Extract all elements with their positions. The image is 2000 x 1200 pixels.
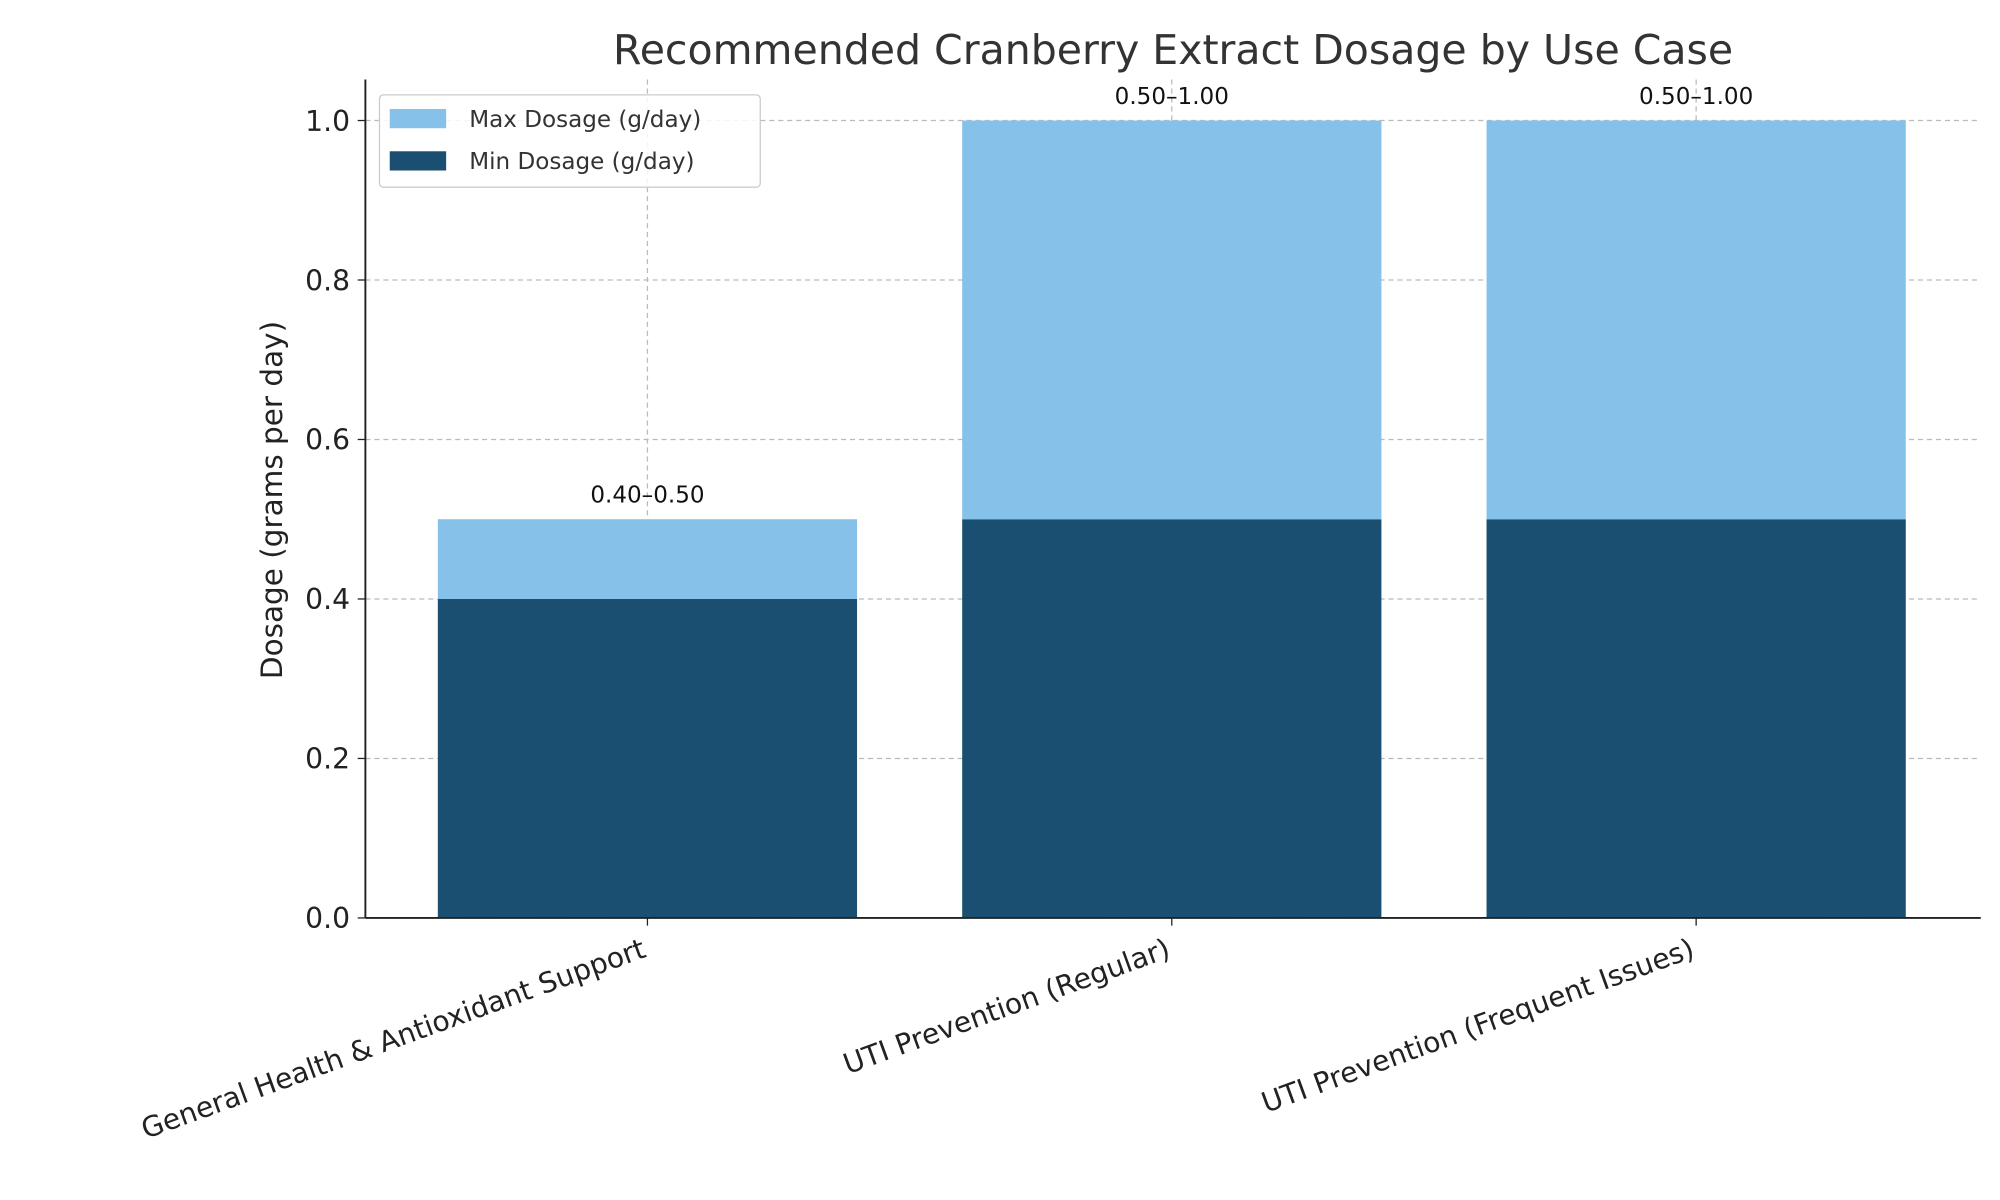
y-axis: 0.0 0.2 0.4 0.6 0.8 1.0 bbox=[305, 79, 367, 935]
bar-max bbox=[1486, 120, 1906, 520]
legend-swatch-min bbox=[389, 151, 447, 171]
x-tick-label: UTI Prevention (Frequent Issues) bbox=[1257, 932, 1698, 1120]
data-label: 0.50–1.00 bbox=[1115, 84, 1229, 110]
data-label: 0.40–0.50 bbox=[590, 483, 704, 509]
y-tick-label: 1.0 bbox=[305, 105, 350, 138]
legend-label-max: Max Dosage (g/day) bbox=[469, 107, 701, 133]
bar-min bbox=[1486, 519, 1906, 918]
bar-min bbox=[437, 598, 858, 918]
data-label: 0.50–1.00 bbox=[1639, 84, 1753, 110]
legend-box bbox=[378, 94, 761, 188]
data-labels: 0.40–0.50 0.50–1.00 0.50–1.00 bbox=[590, 84, 1753, 509]
y-axis-label: Dosage (grams per day) bbox=[255, 321, 289, 679]
y-tick-label: 0.6 bbox=[305, 424, 350, 457]
bars bbox=[437, 120, 1906, 918]
y-tick-label: 0.4 bbox=[305, 583, 350, 616]
x-axis: General Health & Antioxidant Support UTI … bbox=[137, 916, 1981, 1146]
x-tick-label: UTI Prevention (Regular) bbox=[839, 932, 1174, 1081]
y-tick-label: 0.0 bbox=[305, 902, 350, 935]
legend: Max Dosage (g/day) Min Dosage (g/day) bbox=[378, 94, 761, 188]
bar-min bbox=[962, 519, 1382, 918]
legend-swatch-max bbox=[389, 108, 447, 129]
y-tick-label: 0.2 bbox=[305, 743, 350, 776]
bar-max bbox=[962, 120, 1382, 520]
x-tick-label: General Health & Antioxidant Support bbox=[137, 932, 650, 1146]
bar-max bbox=[437, 519, 858, 599]
legend-label-min: Min Dosage (g/day) bbox=[469, 149, 694, 175]
chart-title: Recommended Cranberry Extract Dosage by … bbox=[613, 26, 1733, 74]
y-tick-label: 0.8 bbox=[305, 264, 350, 297]
